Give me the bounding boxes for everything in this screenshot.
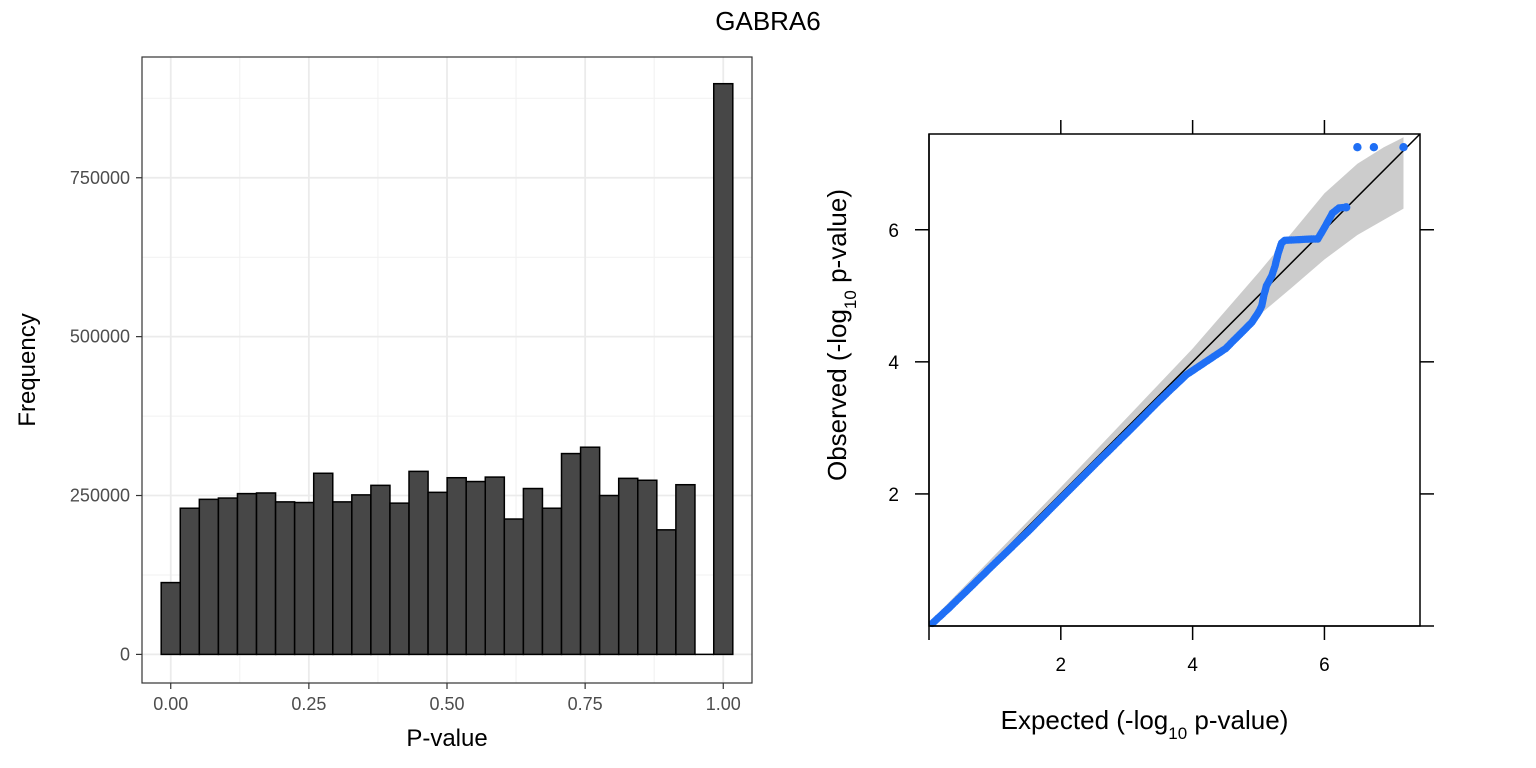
page-title: GABRA6: [715, 6, 821, 36]
histogram-x-tick-label: 0.00: [153, 694, 188, 714]
histogram-x-tick-label: 1.00: [706, 694, 741, 714]
histogram-x-tick-label: 0.75: [568, 694, 603, 714]
qq-x-tick-label: 2: [1056, 655, 1067, 676]
qq-panel: 2 4 6 2 4 6 Expected (-log10 p-value) Observe…: [822, 120, 1434, 743]
qq-y-axis-title: Observed (-log10 p-value): [822, 189, 860, 481]
histogram-bar: [656, 529, 677, 656]
histogram-bar: [370, 484, 391, 656]
histogram-bar: [351, 494, 372, 656]
qq-point: [1399, 143, 1408, 152]
qq-point: [1353, 143, 1362, 152]
histogram-y-tick-label: 500000: [70, 327, 130, 347]
histogram-y-tick-label: 250000: [70, 486, 130, 506]
histogram-y-tick-label: 0: [120, 644, 130, 664]
histogram-x-tick-label: 0.25: [291, 694, 326, 714]
qq-y-tick-label: 2: [888, 485, 899, 506]
qq-point: [1341, 203, 1351, 212]
histogram-bar: [389, 502, 410, 656]
qq-y-tick-label: 4: [888, 353, 899, 374]
histogram-bar: [236, 492, 258, 656]
qq-x-tick-label: 4: [1187, 655, 1198, 676]
histogram-bar: [198, 498, 220, 656]
qq-tick-marks: 2 4 6 2 4 6: [888, 120, 1434, 676]
histogram-bar: [503, 518, 525, 656]
histogram-bar: [255, 492, 277, 656]
histogram-x-axis-title: P-value: [406, 725, 487, 752]
histogram-bar: [541, 507, 563, 656]
histogram-bar: [675, 483, 696, 656]
histogram-x-tick-label: 0.50: [429, 694, 464, 714]
histogram-bar: [332, 501, 353, 656]
histogram-bar: [446, 476, 467, 656]
histogram-y-tick-label: 750000: [70, 168, 130, 188]
histogram-x-ticks: 0.00 0.25 0.50 0.75 1.00: [153, 683, 741, 714]
histogram-bar: [427, 491, 448, 656]
qq-x-axis-title: Expected (-log10 p-value): [1001, 705, 1289, 743]
histogram-bar: [712, 82, 734, 656]
qq-points: [928, 143, 1408, 628]
qq-confidence-band: [929, 137, 1404, 627]
histogram-bar: [484, 476, 506, 656]
histogram-bar: [179, 507, 201, 656]
histogram-bar: [274, 501, 296, 656]
histogram-bar: [293, 501, 315, 656]
histogram-bar: [637, 479, 658, 656]
histogram-bar: [598, 494, 620, 656]
qq-point: [1369, 143, 1379, 152]
histogram-bar: [312, 472, 334, 656]
histogram-bar: [217, 497, 239, 656]
histogram-y-ticks: 0 250000 500000 750000: [70, 168, 142, 664]
histogram-bar: [522, 487, 544, 656]
qq-x-tick-label: 6: [1319, 655, 1330, 676]
histogram-bar: [617, 477, 639, 656]
histogram-bar: [408, 470, 429, 656]
histogram-panel: 0.00 0.25 0.50 0.75 1.00 0 250000 500000 750000…: [14, 56, 753, 752]
histogram-bars: [160, 82, 734, 656]
qq-y-tick-label: 6: [888, 221, 899, 242]
histogram-bar: [560, 452, 582, 656]
histogram-bar: [465, 480, 487, 656]
histogram-bar: [579, 446, 601, 656]
histogram-bar: [160, 581, 182, 656]
histogram-y-axis-title: Frequency: [14, 313, 41, 426]
